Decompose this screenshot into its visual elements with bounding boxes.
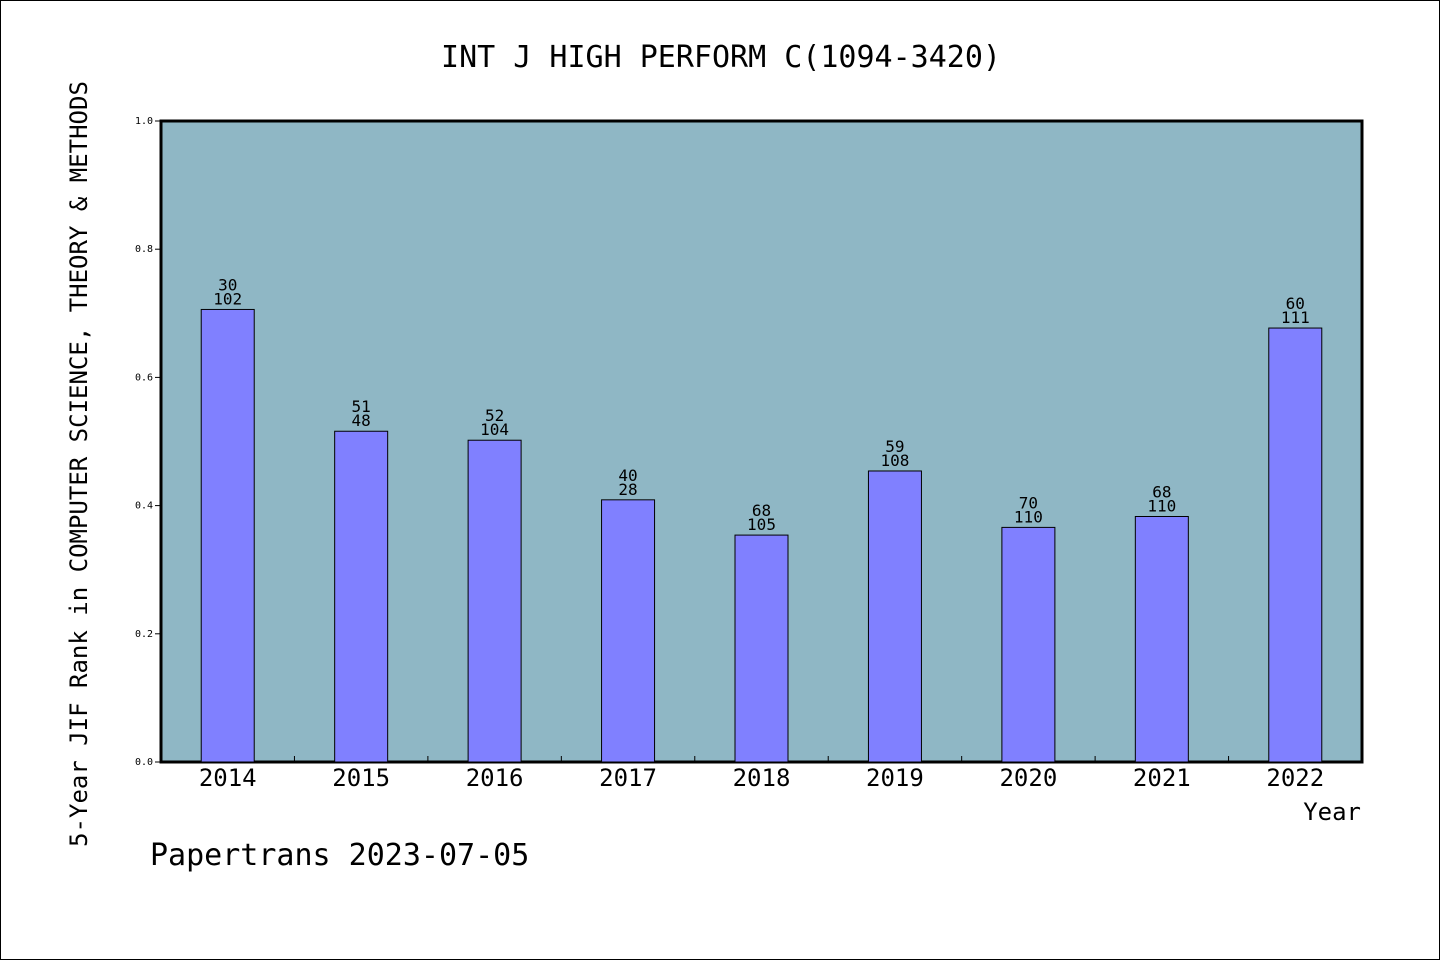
bar-label-bottom-2018: 105 (747, 515, 776, 534)
bar-label-bottom-2017: 28 (618, 480, 637, 499)
x-tick-label-2014: 2014 (199, 764, 257, 792)
x-tick-label-2017: 2017 (599, 764, 657, 792)
y-ticks-group: 0.0 0.2 0.4 0.6 0.8 1.0 (135, 116, 161, 768)
y-tick-label: 0.0 (135, 757, 153, 768)
x-tick-label-2015: 2015 (332, 764, 390, 792)
bar-2022 (1268, 327, 1323, 763)
x-tick-label-2021: 2021 (1133, 764, 1191, 792)
y-axis-label: 5-Year JIF Rank in COMPUTER SCIENCE, THE… (65, 81, 93, 847)
chart-title: INT J HIGH PERFORM C(1094-3420) (441, 40, 1001, 75)
bar-label-top-2021: 68 (1152, 482, 1171, 501)
y-tick-label: 0.6 (135, 372, 153, 383)
x-tick-label-2020: 2020 (999, 764, 1057, 792)
bar-2014 (200, 308, 255, 763)
y-tick-label: 1.0 (135, 116, 153, 127)
x-ticks-group: 2014 2015 2016 2017 2018 2019 2020 2021 2022 (199, 756, 1324, 792)
y-tick-label: 0.4 (135, 501, 153, 512)
bar-label-top-2015: 51 (352, 397, 371, 416)
x-tick-label-2019: 2019 (866, 764, 924, 792)
bar-label-bottom-2019: 108 (880, 451, 909, 470)
bar-label-bottom-2020: 110 (1014, 507, 1043, 526)
footer-text: Papertrans 2023-07-05 (150, 838, 529, 873)
bar-2020 (1001, 526, 1056, 763)
x-tick-label-2016: 2016 (466, 764, 524, 792)
bar-label-top-2022: 60 (1286, 294, 1305, 313)
bar-label-bottom-2015: 48 (352, 411, 371, 430)
bar-label-top-2019: 59 (885, 437, 904, 456)
x-axis-label: Year (1303, 798, 1361, 826)
x-tick-label-2018: 2018 (733, 764, 791, 792)
y-tick-label: 0.8 (135, 244, 153, 255)
bar-label-top-2016: 52 (485, 406, 504, 425)
y-tick-label: 0.2 (135, 629, 153, 640)
bar-label-top-2020: 70 (1019, 493, 1038, 512)
bar-2015 (334, 430, 389, 763)
x-tick-label-2022: 2022 (1266, 764, 1324, 792)
bar-2019 (867, 470, 922, 763)
bar-label-top-2017: 40 (618, 466, 637, 485)
bar-2017 (601, 499, 656, 763)
bar-label-top-2018: 68 (752, 501, 771, 520)
bar-2018 (734, 534, 789, 763)
bar-2016 (467, 439, 522, 763)
bar-label-top-2014: 30 (218, 275, 237, 294)
bar-2021 (1134, 515, 1189, 763)
bar-label-bottom-2016: 104 (480, 420, 509, 439)
bar-label-bottom-2021: 110 (1147, 496, 1176, 515)
bar-label-bottom-2014: 102 (213, 289, 242, 308)
bar-label-bottom-2022: 111 (1281, 308, 1310, 327)
